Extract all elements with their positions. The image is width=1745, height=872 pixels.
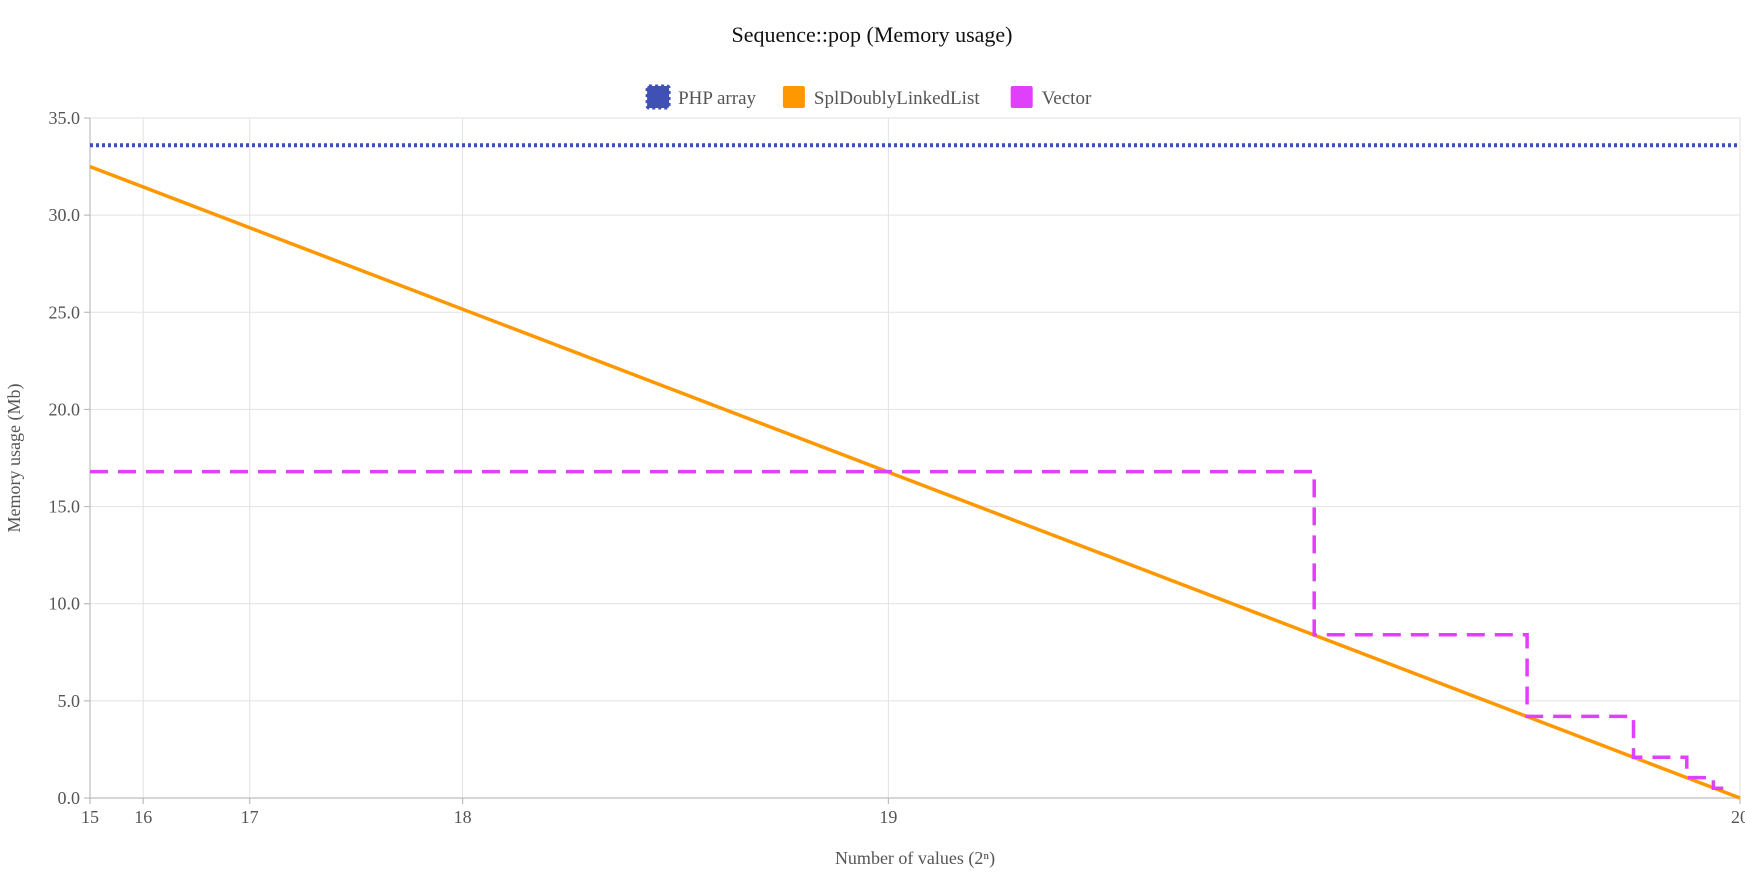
legend-item-php-array: PHP array xyxy=(645,84,757,110)
axes: 0.0 5.0 10.0 15.0 20.0 25.0 30.0 35.0 15 16 17 18 19… xyxy=(49,108,1745,827)
y-tick-label: 5.0 xyxy=(58,691,81,711)
legend: PHP array SplDoublyLinkedList Vector xyxy=(645,84,1092,110)
legend-swatch xyxy=(645,84,671,110)
y-tick-label: 0.0 xyxy=(58,788,81,808)
y-tick-label: 30.0 xyxy=(49,205,81,225)
legend-label: PHP array xyxy=(678,88,756,109)
legend-swatch xyxy=(782,86,805,108)
grid xyxy=(89,117,1741,799)
x-axis-label: Number of values (2ⁿ) xyxy=(835,848,995,869)
x-tick-label: 16 xyxy=(134,807,152,827)
x-tick-label: 15 xyxy=(81,807,99,827)
legend-swatch xyxy=(1010,86,1033,108)
legend-label: SplDoublyLinkedList xyxy=(814,88,980,109)
legend-label: Vector xyxy=(1042,88,1092,109)
series-layer xyxy=(89,143,1741,800)
x-tick-label: 20 xyxy=(1731,807,1745,827)
x-tick-label: 17 xyxy=(241,807,259,827)
legend-item-vector: Vector xyxy=(1010,86,1092,109)
y-tick-label: 10.0 xyxy=(49,594,81,614)
legend-item-spldoublylinkedlist: SplDoublyLinkedList xyxy=(782,86,980,109)
y-tick-label: 15.0 xyxy=(49,497,81,517)
y-tick-label: 25.0 xyxy=(49,302,81,322)
y-tick-label: 35.0 xyxy=(49,108,81,128)
series-line-vector xyxy=(90,469,1727,791)
x-tick-label: 19 xyxy=(879,807,897,827)
x-tick-label: 18 xyxy=(454,807,472,827)
y-tick-label: 20.0 xyxy=(49,399,81,419)
series-line-spldoublylinkedlist xyxy=(89,164,1741,800)
chart-title: Sequence::pop (Memory usage) xyxy=(731,22,1012,47)
y-axis-label: Memory usage (Mb) xyxy=(4,384,25,533)
